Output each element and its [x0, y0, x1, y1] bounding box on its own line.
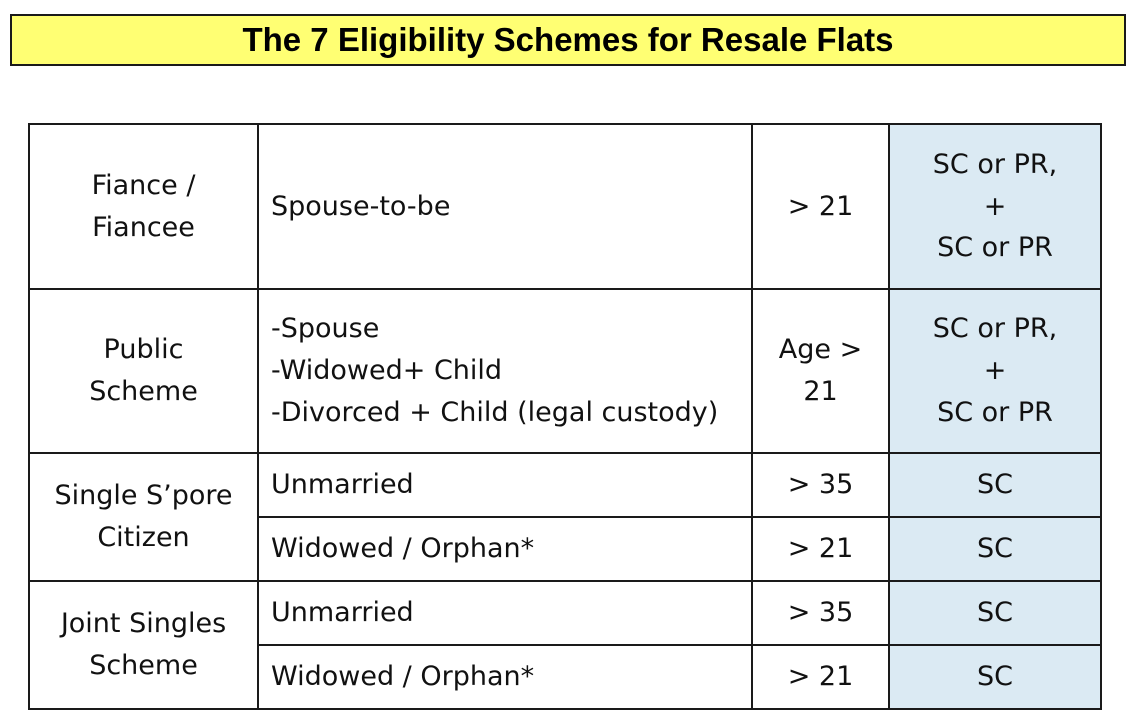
scheme-name-cell: Public Scheme	[28, 288, 259, 454]
citizenship-line: SC or PR	[937, 232, 1053, 264]
table-row: Widowed / Orphan* > 21 SC	[29, 644, 1102, 710]
description-cell: -Spouse -Widowed+ Child -Divorced + Chil…	[257, 288, 753, 454]
description-cell: Spouse-to-be	[257, 123, 753, 290]
description-cell: Unmarried	[257, 452, 753, 518]
age-value: > 21	[787, 190, 854, 222]
citizenship-cell: SC or PR, + SC or PR	[888, 123, 1102, 290]
description-line: -Widowed+ Child	[271, 355, 503, 387]
age-cell: > 21	[751, 123, 890, 290]
table-row: Fiance / Fiancee Spouse-to-be > 21 SC or…	[28, 123, 1102, 290]
scheme-name-line: Public	[103, 334, 184, 366]
description-cell: Widowed / Orphan*	[257, 516, 753, 582]
age-cell: > 21	[751, 516, 890, 582]
scheme-name-cell: Joint Singles Scheme	[28, 580, 259, 710]
description-line: -Divorced + Child (legal custody)	[271, 396, 719, 428]
citizenship-line: +	[983, 355, 1007, 387]
scheme-name-line: Joint Singles	[60, 608, 227, 640]
table-row: Joint Singles Scheme Unmarried > 35 SC	[28, 580, 1102, 710]
eligibility-table: Fiance / Fiancee Spouse-to-be > 21 SC or…	[28, 123, 1102, 710]
table-row: Single S’pore Citizen Unmarried > 35 SC	[28, 452, 1102, 582]
scheme-name-cell: Single S’pore Citizen	[28, 452, 259, 582]
scheme-name-line: Scheme	[89, 376, 198, 407]
table-row: Public Scheme -Spouse -Widowed+ Child -D…	[28, 288, 1102, 454]
scheme-name-line: Fiance /	[91, 169, 196, 201]
age-value: Age >	[778, 334, 863, 366]
age-cell: > 35	[751, 580, 890, 646]
scheme-name-line: Scheme	[89, 650, 198, 681]
citizenship-cell: SC or PR, + SC or PR	[888, 288, 1102, 454]
description-line: -Spouse	[271, 313, 380, 345]
age-cell: > 21	[751, 644, 890, 710]
page-title: The 7 Eligibility Schemes for Resale Fla…	[10, 14, 1126, 66]
scheme-name-cell: Fiance / Fiancee	[28, 123, 259, 290]
description-cell: Widowed / Orphan*	[257, 644, 753, 710]
table-row: Widowed / Orphan* > 21 SC	[29, 516, 1102, 582]
scheme-name-line: Citizen	[97, 522, 190, 553]
scheme-name-line: Single S’pore	[54, 480, 233, 512]
citizenship-cell: SC	[888, 452, 1102, 518]
citizenship-line: SC or PR	[937, 396, 1053, 428]
age-cell: > 35	[751, 452, 890, 518]
age-cell: Age > 21	[751, 288, 890, 454]
citizenship-cell: SC	[888, 516, 1102, 582]
citizenship-cell: SC	[888, 580, 1102, 646]
citizenship-line: +	[983, 190, 1007, 222]
description-line: Spouse-to-be	[271, 190, 451, 222]
citizenship-cell: SC	[888, 644, 1102, 710]
age-value: 21	[803, 376, 838, 407]
citizenship-line: SC or PR,	[932, 313, 1058, 345]
scheme-name-line: Fiancee	[92, 211, 195, 243]
citizenship-line: SC or PR,	[932, 148, 1058, 180]
description-cell: Unmarried	[257, 580, 753, 646]
